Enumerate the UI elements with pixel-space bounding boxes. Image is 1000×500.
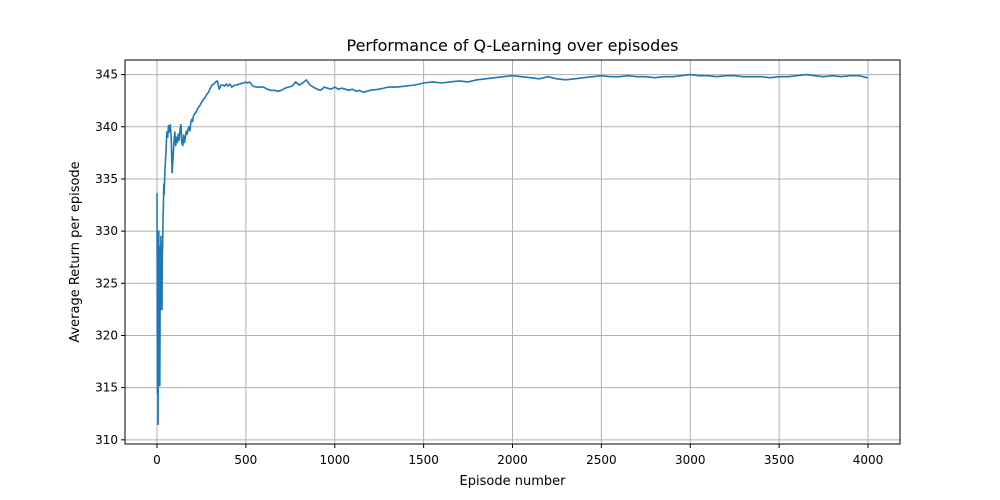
x-tick-label: 0 (153, 453, 161, 467)
y-tick-label: 330 (95, 224, 118, 238)
x-tick-label: 1500 (408, 453, 439, 467)
y-tick-label: 335 (95, 172, 118, 186)
chart-title: Performance of Q-Learning over episodes (346, 36, 678, 55)
x-tick-label: 3500 (764, 453, 795, 467)
grid-lines (125, 60, 900, 444)
x-axis-label: Episode number (460, 474, 567, 489)
y-tick-label: 345 (95, 68, 118, 82)
x-tick-label: 2500 (586, 453, 617, 467)
y-tick-label: 320 (95, 328, 118, 342)
y-tick-label: 310 (95, 433, 118, 447)
x-tick-label: 3000 (675, 453, 706, 467)
x-tick-label: 4000 (853, 453, 884, 467)
x-tick-label: 500 (234, 453, 257, 467)
x-tick-label: 1000 (319, 453, 350, 467)
series-line-0 (156, 73, 868, 426)
y-axis: 310 315 320 325 330 335 340 345 (95, 68, 125, 447)
plot-series (156, 73, 868, 426)
y-tick-label: 325 (95, 276, 118, 290)
y-tick-label: 315 (95, 381, 118, 395)
x-tick-label: 2000 (497, 453, 528, 467)
y-axis-label: Average Return per episode (68, 161, 83, 342)
y-tick-label: 340 (95, 120, 118, 134)
x-axis: 0 500 1000 1500 2000 2500 3000 3500 4000 (153, 444, 883, 467)
